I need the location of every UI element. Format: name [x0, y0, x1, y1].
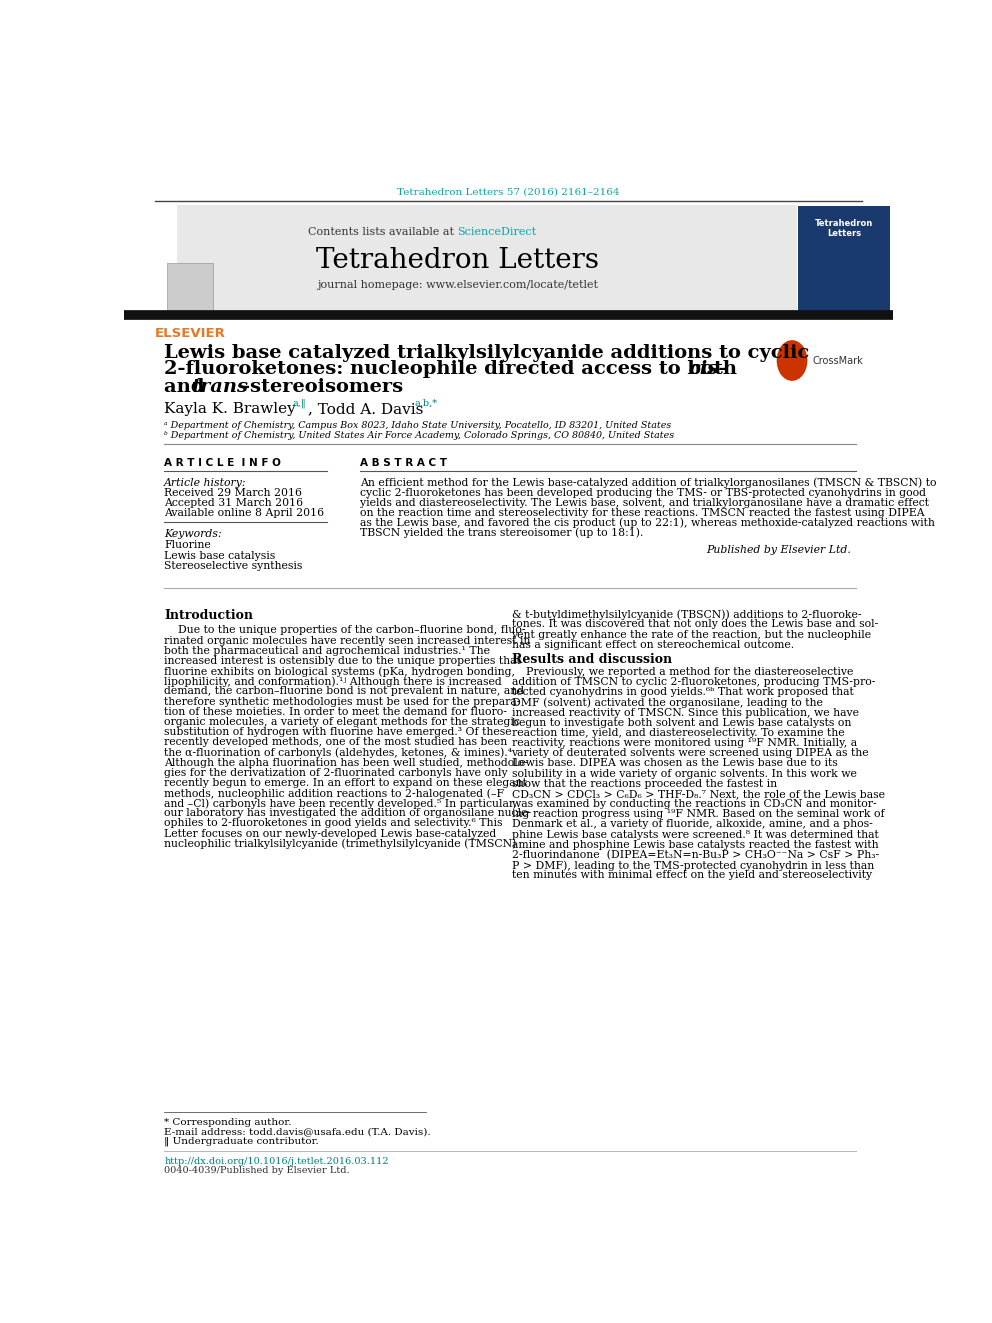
Text: ing reaction progress using ¹⁹F NMR. Based on the seminal work of: ing reaction progress using ¹⁹F NMR. Bas…	[512, 810, 884, 819]
Text: variety of deuterated solvents were screened using DIPEA as the: variety of deuterated solvents were scre…	[512, 749, 869, 758]
Text: substitution of hydrogen with fluorine have emerged.³ Of these: substitution of hydrogen with fluorine h…	[165, 728, 512, 737]
Text: Tetrahedron Letters: Tetrahedron Letters	[315, 247, 599, 274]
Text: Although the alpha fluorination has been well studied, methodolo-: Although the alpha fluorination has been…	[165, 758, 528, 767]
Text: A R T I C L E  I N F O: A R T I C L E I N F O	[165, 458, 281, 467]
Text: * Corresponding author.: * Corresponding author.	[165, 1118, 292, 1127]
Text: Received 29 March 2016: Received 29 March 2016	[165, 488, 303, 499]
Text: a,b,*: a,b,*	[415, 400, 437, 407]
Text: rinated organic molecules have recently seen increased interest in: rinated organic molecules have recently …	[165, 635, 531, 646]
Text: ᵇ Department of Chemistry, United States Air Force Academy, Colorado Springs, CO: ᵇ Department of Chemistry, United States…	[165, 431, 675, 441]
Text: Introduction: Introduction	[165, 609, 253, 622]
Text: recently begun to emerge. In an effort to expand on these elegant: recently begun to emerge. In an effort t…	[165, 778, 527, 787]
Bar	[177, 205, 797, 312]
Text: both the pharmaceutical and agrochemical industries.¹ The: both the pharmaceutical and agrochemical…	[165, 646, 490, 656]
Text: was examined by conducting the reactions in CD₃CN and monitor-: was examined by conducting the reactions…	[512, 799, 876, 810]
Text: Contents lists available at: Contents lists available at	[308, 226, 457, 237]
Text: ten minutes with minimal effect on the yield and stereoselectivity: ten minutes with minimal effect on the y…	[512, 871, 872, 880]
Text: nucleophilic trialkylsilylcyanide (trimethylsilylcyanide (TMSCN): nucleophilic trialkylsilylcyanide (trime…	[165, 839, 517, 849]
Text: reactivity, reactions were monitored using ¹⁹F NMR. Initially, a: reactivity, reactions were monitored usi…	[512, 738, 857, 747]
Text: on the reaction time and stereoselectivity for these reactions. TMSCN reacted th: on the reaction time and stereoselectivi…	[360, 508, 925, 517]
Text: journal homepage: www.elsevier.com/locate/tetlet: journal homepage: www.elsevier.com/locat…	[316, 280, 598, 291]
Text: vent greatly enhance the rate of the reaction, but the nucleophile: vent greatly enhance the rate of the rea…	[512, 630, 872, 639]
Text: reaction time, yield, and diastereoselectivity. To examine the: reaction time, yield, and diastereoselec…	[512, 728, 844, 738]
Bar	[799, 206, 890, 312]
Text: fluorine exhibits on biological systems (pKa, hydrogen bonding,: fluorine exhibits on biological systems …	[165, 665, 515, 676]
Text: ‖ Undergraduate contributor.: ‖ Undergraduate contributor.	[165, 1136, 319, 1146]
Text: has a significant effect on stereochemical outcome.: has a significant effect on stereochemic…	[512, 640, 794, 650]
Text: An efficient method for the Lewis base-catalyzed addition of trialkylorganosilan: An efficient method for the Lewis base-c…	[360, 478, 936, 488]
Text: ELSEVIER: ELSEVIER	[155, 327, 225, 340]
Text: Denmark et al., a variety of fluoride, alkoxide, amine, and a phos-: Denmark et al., a variety of fluoride, a…	[512, 819, 872, 830]
Text: Tetrahedron Letters 57 (2016) 2161–2164: Tetrahedron Letters 57 (2016) 2161–2164	[397, 188, 620, 197]
Text: 2-fluorindanone  (DIPEA=Et₃N=n-Bu₃P > CH₃O⁻⁻Na > CsF > Ph₃-: 2-fluorindanone (DIPEA=Et₃N=n-Bu₃P > CH₃…	[512, 849, 879, 860]
Text: CrossMark: CrossMark	[812, 356, 863, 365]
Text: amine and phosphine Lewis base catalysts reacted the fastest with: amine and phosphine Lewis base catalysts…	[512, 840, 878, 849]
Text: increased interest is ostensibly due to the unique properties that: increased interest is ostensibly due to …	[165, 656, 521, 665]
Text: Published by Elsevier Ltd.: Published by Elsevier Ltd.	[706, 545, 851, 556]
Text: solubility in a wide variety of organic solvents. In this work we: solubility in a wide variety of organic …	[512, 769, 856, 779]
Text: P > DMF), leading to the TMS-protected cyanohydrin in less than: P > DMF), leading to the TMS-protected c…	[512, 860, 874, 871]
Text: Available online 8 April 2016: Available online 8 April 2016	[165, 508, 324, 519]
Text: ScienceDirect: ScienceDirect	[457, 226, 537, 237]
Text: Lewis base catalysis: Lewis base catalysis	[165, 550, 276, 561]
Text: Lewis base catalyzed trialkylsilylcyanide additions to cyclic: Lewis base catalyzed trialkylsilylcyanid…	[165, 344, 809, 361]
Text: a,‖: a,‖	[293, 400, 307, 409]
Text: the α-fluorination of carbonyls (aldehydes, ketones, & imines).⁴: the α-fluorination of carbonyls (aldehyd…	[165, 747, 512, 758]
Text: and: and	[165, 378, 211, 396]
Text: and –Cl) carbonyls have been recently developed.⁵ In particular,: and –Cl) carbonyls have been recently de…	[165, 798, 517, 808]
Text: show that the reactions proceeded the fastest in: show that the reactions proceeded the fa…	[512, 779, 777, 789]
Text: & t-butyldimethylsilylcyanide (TBSCN)) additions to 2-fluoroke-: & t-butyldimethylsilylcyanide (TBSCN)) a…	[512, 609, 861, 619]
Text: demand, the carbon–fluorine bond is not prevalent in nature, and: demand, the carbon–fluorine bond is not …	[165, 687, 525, 696]
Circle shape	[777, 340, 807, 381]
Text: lipophilicity, and conformation).¹ʲ Although there is increased: lipophilicity, and conformation).¹ʲ Alth…	[165, 676, 502, 687]
Text: Previously, we reported a method for the diastereoselective: Previously, we reported a method for the…	[512, 667, 853, 677]
Text: Letter focuses on our newly-developed Lewis base-catalyzed: Letter focuses on our newly-developed Le…	[165, 828, 497, 839]
Text: TBSCN yielded the trans stereoisomer (up to 18:1).: TBSCN yielded the trans stereoisomer (up…	[360, 528, 644, 538]
Text: ophiles to 2-fluoroketones in good yields and selectivity.⁶ This: ophiles to 2-fluoroketones in good yield…	[165, 819, 503, 828]
Text: as the Lewis base, and favored the cis product (up to 22:1), whereas methoxide-c: as the Lewis base, and favored the cis p…	[360, 517, 935, 528]
Bar	[167, 263, 213, 311]
Text: 0040-4039/Published by Elsevier Ltd.: 0040-4039/Published by Elsevier Ltd.	[165, 1166, 350, 1175]
Text: Kayla K. Brawley: Kayla K. Brawley	[165, 402, 296, 415]
Text: E-mail address: todd.davis@usafa.edu (T.A. Davis).: E-mail address: todd.davis@usafa.edu (T.…	[165, 1127, 431, 1136]
Text: recently developed methods, one of the most studied has been: recently developed methods, one of the m…	[165, 737, 508, 747]
Text: http://dx.doi.org/10.1016/j.tetlet.2016.03.112: http://dx.doi.org/10.1016/j.tetlet.2016.…	[165, 1156, 389, 1166]
Text: Article history:: Article history:	[165, 478, 247, 488]
Text: Fluorine: Fluorine	[165, 540, 211, 550]
Text: therefore synthetic methodologies must be used for the prepara-: therefore synthetic methodologies must b…	[165, 696, 521, 706]
Text: Accepted 31 March 2016: Accepted 31 March 2016	[165, 499, 304, 508]
Text: addition of TMSCN to cyclic 2-fluoroketones, producing TMS-pro-: addition of TMSCN to cyclic 2-fluoroketo…	[512, 677, 875, 687]
Text: DMF (solvent) activated the organosilane, leading to the: DMF (solvent) activated the organosilane…	[512, 697, 822, 708]
Text: Tetrahedron
Letters: Tetrahedron Letters	[814, 218, 873, 238]
Text: tion of these moieties. In order to meet the demand for fluoro-: tion of these moieties. In order to meet…	[165, 706, 507, 717]
Text: cyclic 2-fluoroketones has been developed producing the TMS- or TBS-protected cy: cyclic 2-fluoroketones has been develope…	[360, 488, 927, 497]
Text: organic molecules, a variety of elegant methods for the strategic: organic molecules, a variety of elegant …	[165, 717, 520, 726]
Text: A B S T R A C T: A B S T R A C T	[360, 458, 447, 467]
Text: cis-: cis-	[688, 360, 726, 378]
Text: trans: trans	[190, 378, 248, 396]
Text: Stereoselective synthesis: Stereoselective synthesis	[165, 561, 303, 572]
Text: yields and diastereoselectivity. The Lewis base, solvent, and trialkylorganosila: yields and diastereoselectivity. The Lew…	[360, 497, 930, 508]
Text: ᵃ Department of Chemistry, Campus Box 8023, Idaho State University, Pocatello, I: ᵃ Department of Chemistry, Campus Box 80…	[165, 421, 672, 430]
Text: tected cyanohydrins in good yields.⁶ᵇ That work proposed that: tected cyanohydrins in good yields.⁶ᵇ Th…	[512, 687, 853, 697]
Text: phine Lewis base catalysts were screened.⁸ It was determined that: phine Lewis base catalysts were screened…	[512, 830, 878, 840]
Text: begun to investigate both solvent and Lewis base catalysts on: begun to investigate both solvent and Le…	[512, 718, 851, 728]
Text: 2-fluoroketones: nucleophile directed access to both: 2-fluoroketones: nucleophile directed ac…	[165, 360, 744, 378]
Text: our laboratory has investigated the addition of organosilane nucle-: our laboratory has investigated the addi…	[165, 808, 532, 819]
Text: Results and discussion: Results and discussion	[512, 654, 672, 665]
Text: , Todd A. Davis: , Todd A. Davis	[309, 402, 424, 415]
Text: Keywords:: Keywords:	[165, 529, 222, 540]
Text: Lewis base. DIPEA was chosen as the Lewis base due to its: Lewis base. DIPEA was chosen as the Lewi…	[512, 758, 837, 769]
Text: increased reactivity of TMSCN. Since this publication, we have: increased reactivity of TMSCN. Since thi…	[512, 708, 858, 717]
Text: CD₃CN > CDCl₃ > C₆D₆ > THF-D₈.⁷ Next, the role of the Lewis base: CD₃CN > CDCl₃ > C₆D₆ > THF-D₈.⁷ Next, th…	[512, 789, 885, 799]
Text: Due to the unique properties of the carbon–fluorine bond, fluo-: Due to the unique properties of the carb…	[165, 626, 526, 635]
Text: gies for the derivatization of 2-fluorinated carbonyls have only: gies for the derivatization of 2-fluorin…	[165, 767, 508, 778]
Text: -stereoisomers: -stereoisomers	[242, 378, 403, 396]
Text: tones. It was discovered that not only does the Lewis base and sol-: tones. It was discovered that not only d…	[512, 619, 878, 630]
Text: methods, nucleophilic addition reactions to 2-halogenated (–F: methods, nucleophilic addition reactions…	[165, 789, 504, 799]
